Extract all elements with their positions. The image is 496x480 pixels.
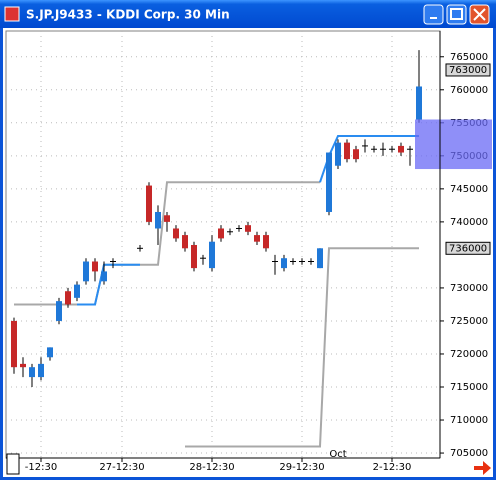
plot-area	[5, 30, 441, 459]
scroll-box[interactable]	[6, 453, 20, 475]
minimize-button[interactable]	[423, 4, 444, 25]
y-tick-label: 725000	[450, 316, 488, 327]
candle-body	[317, 248, 323, 269]
scroll-arrow[interactable]	[474, 461, 491, 475]
candle-body	[164, 215, 170, 222]
x-tick-label: 29-12:30	[279, 462, 324, 473]
candle-body	[398, 145, 404, 153]
candle-body	[182, 235, 188, 249]
close-icon	[473, 8, 486, 21]
minimize-icon	[430, 17, 437, 19]
candle-body	[56, 301, 62, 321]
candle-body	[65, 291, 71, 305]
window-title: S.JP.J9433 - KDDI Corp. 30 Min	[26, 8, 230, 22]
candle-body	[155, 211, 161, 229]
y-tick-label: 765000	[450, 52, 488, 63]
y-tick-label: 720000	[450, 349, 488, 360]
range-band	[415, 119, 492, 170]
price-marker	[445, 241, 491, 255]
candle-body	[245, 225, 251, 232]
window-buttons[interactable]	[423, 4, 490, 25]
candle-body	[83, 261, 89, 282]
candle-body	[146, 185, 152, 222]
indicator-line	[77, 135, 419, 306]
y-tick-label: 730000	[450, 283, 488, 294]
price-marker	[445, 63, 491, 77]
candle-body	[335, 142, 341, 166]
candle-body	[263, 235, 269, 249]
title-bar	[0, 0, 496, 28]
candle-body	[11, 320, 17, 368]
candle-body	[101, 271, 107, 282]
candle-body	[191, 244, 197, 269]
candle-body	[38, 363, 44, 378]
candle-body	[281, 258, 287, 269]
maximize-button[interactable]	[446, 4, 467, 25]
y-tick-label: 740000	[450, 217, 488, 228]
candle-body	[344, 142, 350, 160]
candle-body	[74, 284, 80, 298]
x-tick-label: 27-12:30	[99, 462, 144, 473]
candle-body	[173, 228, 179, 239]
candle-body	[20, 363, 26, 368]
x-tick-label: 2-12:30	[373, 462, 412, 473]
x-tick-label: -12:30	[25, 462, 57, 473]
indicator-line	[185, 247, 419, 448]
y-tick-label: 705000	[450, 448, 488, 459]
y-tick-label: 715000	[450, 382, 488, 393]
maximize-icon	[450, 8, 463, 20]
candle-body	[218, 228, 224, 239]
y-tick-label: 760000	[450, 85, 488, 96]
indicator-line	[14, 181, 320, 306]
app-icon	[4, 6, 20, 22]
y-tick-label: 745000	[450, 184, 488, 195]
x-tick-label: 28-12:30	[189, 462, 234, 473]
candle-body	[254, 235, 260, 242]
price-marker-label: 763000	[449, 65, 487, 76]
candle-body	[416, 86, 422, 120]
candle-body	[29, 367, 35, 378]
chart: 705000 710000 715000 720000 725000 730000 7400…	[5, 30, 492, 473]
candle-body	[209, 241, 215, 269]
candle-body	[326, 152, 332, 212]
price-marker-label: 736000	[449, 243, 487, 254]
y-tick-label: 710000	[450, 415, 488, 426]
candle-body	[47, 347, 53, 358]
candle-body	[353, 149, 359, 160]
annotation: Oct	[329, 449, 346, 460]
candle-body	[92, 261, 98, 272]
